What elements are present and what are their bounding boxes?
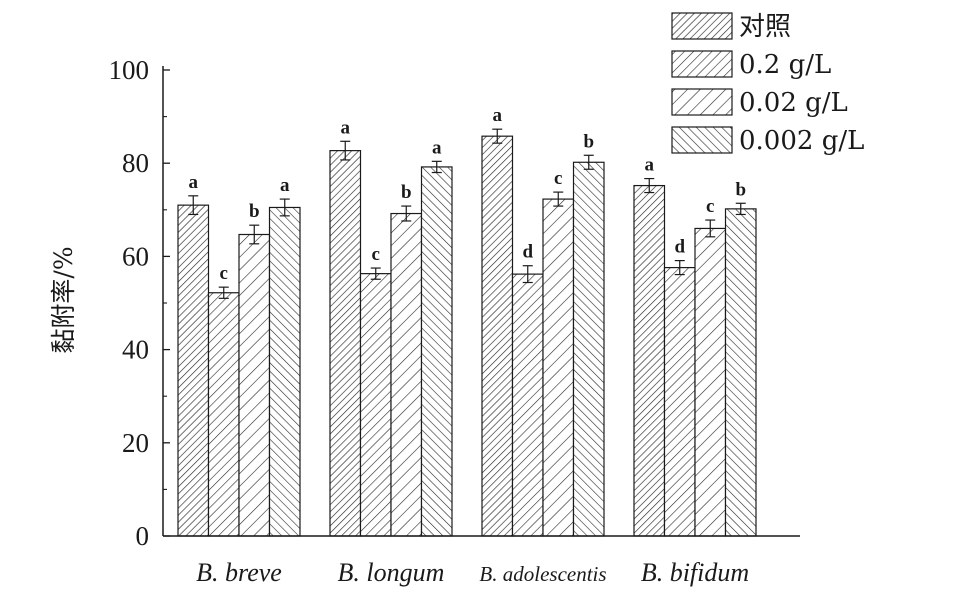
significance-label: a [432,137,442,158]
significance-label: a [645,155,655,176]
y-tick-label: 40 [122,335,149,365]
bar-2-2 [359,273,392,537]
legend-label: 0.02 g/L [739,88,848,118]
bar-2-1 [207,292,240,537]
significance-label: c [372,244,380,265]
legend-swatch [671,126,733,154]
significance-label: a [493,105,503,126]
legend-label: 0.2 g/L [739,50,831,80]
bar-1-2 [329,150,362,537]
legend-label: 0.002 g/L [739,126,864,156]
x-axis: B. breve B. longum B. adolescentis B. bifid… [163,535,800,587]
legend-swatch [671,88,733,116]
y-tick-label: 100 [109,55,150,85]
significance-label: a [341,117,351,138]
bar-1-3 [481,135,514,537]
y-axis: 0 20 40 60 80 100 [109,55,170,551]
bar-1-1 [177,204,210,537]
legend-swatch [671,50,733,78]
legend: 对照 0.2 g/L 0.02 g/L 0.002 g/L [671,12,864,156]
y-axis-label: 黏附率/% [49,246,78,353]
significance-label: c [220,263,228,284]
bar-3-1 [238,233,271,537]
y-tick-label: 60 [122,241,149,271]
bar-3-4 [694,227,727,537]
bar-4-4 [724,208,757,537]
y-tick-label: 20 [122,428,149,458]
x-tick-label: B. breve [196,558,282,587]
significance-label: a [189,172,199,193]
bar-4-2 [420,166,453,537]
legend-swatch [671,12,733,40]
significance-label: b [401,182,412,203]
significance-label: a [280,175,290,196]
y-tick-label: 80 [122,148,149,178]
significance-label: c [554,168,562,189]
x-tick-label: B. bifidum [641,558,749,587]
significance-label: c [706,196,714,217]
significance-label: b [735,179,746,200]
significance-label: d [674,237,685,258]
legend-label: 对照 [739,12,791,42]
y-tick-label: 0 [136,521,150,551]
x-tick-label: B. longum [338,558,445,587]
significance-label: b [583,131,594,152]
x-tick-label: B. adolescentis [479,562,606,586]
significance-label: b [249,201,260,222]
bar-2-4 [663,266,696,537]
bar-3-2 [390,212,423,537]
significance-label: d [522,242,533,263]
bar-3-3 [542,198,575,537]
bar-1-4 [633,184,666,537]
bar-4-1 [268,206,301,537]
bar-4-3 [572,161,605,537]
bar-2-3 [511,273,544,537]
